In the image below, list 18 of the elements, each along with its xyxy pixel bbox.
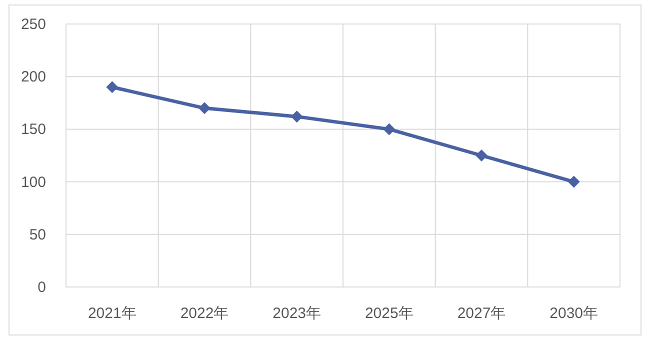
point (106, 81, 118, 94)
y-tick-label: 100 (20, 174, 46, 191)
point (383, 123, 396, 136)
x-tick-label: 2023年 (272, 305, 322, 322)
x-tick-label: 2021年 (88, 305, 136, 322)
point (476, 150, 488, 162)
y-tick-label: 150 (20, 121, 46, 138)
point (568, 176, 580, 188)
y-tick-label: 200 (20, 68, 46, 86)
y-tick-label: 0 (38, 279, 46, 296)
x-tick-label: 2027年 (457, 305, 506, 322)
x-tick-label: 2025年 (364, 305, 414, 322)
y-tick-label: 250 (20, 16, 46, 33)
y-tick-label: 50 (29, 226, 46, 244)
point (198, 102, 210, 114)
point (290, 110, 303, 123)
x-tick-label: 2030年 (550, 305, 598, 322)
x-tick-label: 2022年 (180, 305, 229, 322)
